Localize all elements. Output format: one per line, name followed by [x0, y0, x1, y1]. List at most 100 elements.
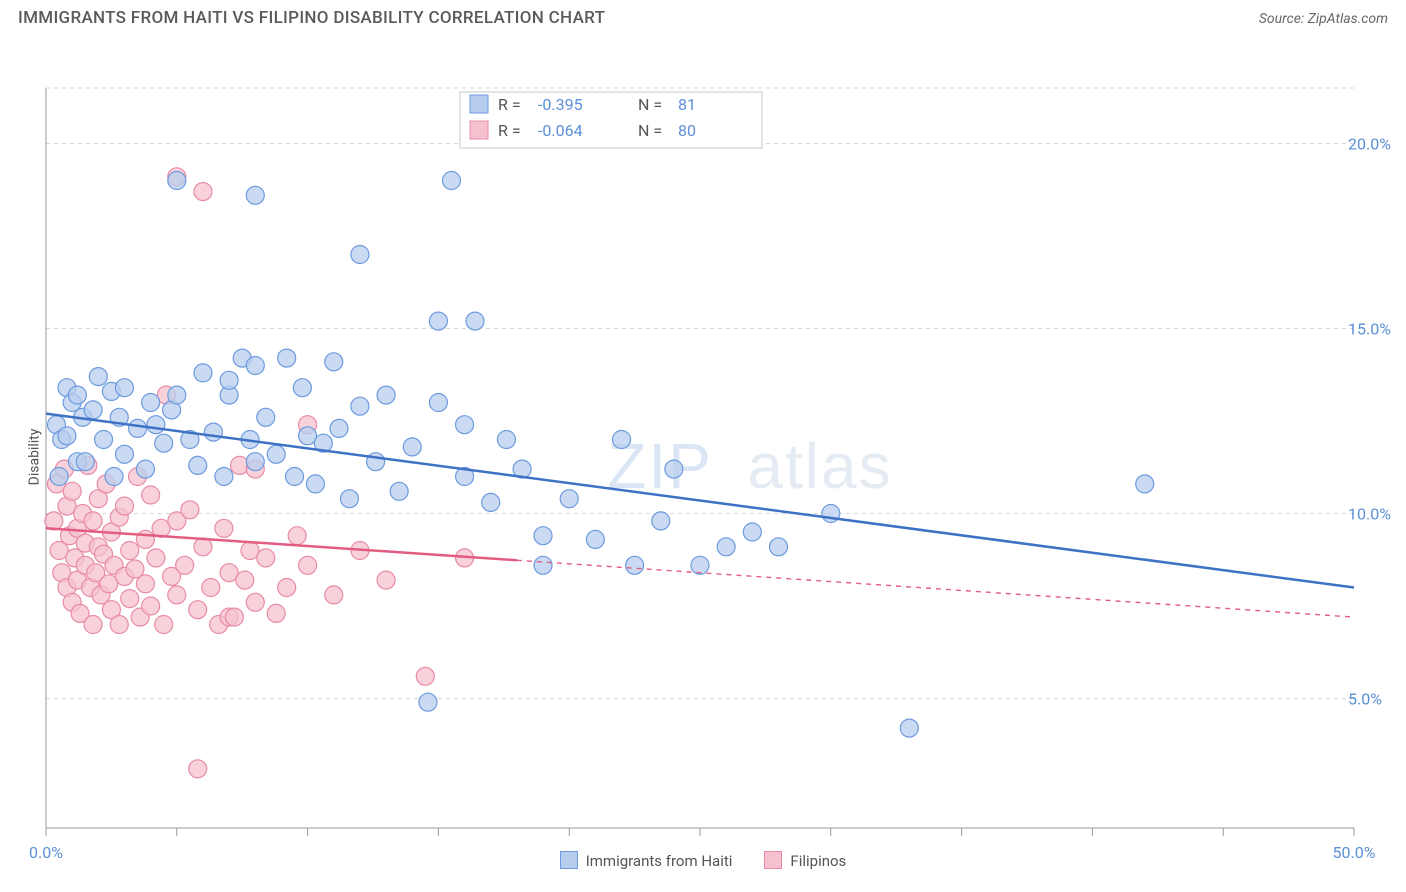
data-point-filipino — [84, 512, 102, 530]
legend-N-label: N = — [638, 95, 662, 114]
data-point-haiti — [482, 493, 500, 511]
data-point-haiti — [246, 186, 264, 204]
y-tick-label: 20.0% — [1348, 135, 1391, 154]
data-point-filipino — [416, 667, 434, 685]
data-point-filipino — [215, 519, 233, 537]
data-point-haiti — [105, 468, 123, 486]
legend-item-filipino: Filipinos — [764, 851, 846, 870]
data-point-haiti — [652, 512, 670, 530]
data-point-filipino — [377, 571, 395, 589]
data-point-haiti — [429, 394, 447, 412]
legend-N-value-filipino: 80 — [678, 121, 696, 140]
data-point-filipino — [236, 571, 254, 589]
data-point-filipino — [288, 527, 306, 545]
source-label: Source: — [1259, 11, 1308, 27]
data-point-filipino — [168, 586, 186, 604]
data-point-haiti — [1136, 475, 1154, 493]
legend-swatch-haiti — [560, 851, 578, 869]
y-axis-label: Disability — [26, 429, 42, 486]
data-point-haiti — [442, 172, 460, 190]
data-point-filipino — [257, 549, 275, 567]
data-point-haiti — [390, 482, 408, 500]
data-point-haiti — [168, 172, 186, 190]
legend-N-value-haiti: 81 — [678, 95, 696, 114]
data-point-haiti — [115, 379, 133, 397]
data-point-haiti — [129, 419, 147, 437]
data-point-filipino — [142, 486, 160, 504]
trendline-filipino — [46, 528, 517, 560]
data-point-haiti — [743, 523, 761, 541]
data-point-filipino — [155, 616, 173, 634]
data-point-haiti — [330, 419, 348, 437]
legend-N-label: N = — [638, 121, 662, 140]
data-point-haiti — [717, 538, 735, 556]
data-point-haiti — [267, 445, 285, 463]
data-point-filipino — [136, 575, 154, 593]
data-point-haiti — [89, 368, 107, 386]
data-point-haiti — [220, 371, 238, 389]
data-point-haiti — [246, 453, 264, 471]
source-name: ZipAtlas.com — [1308, 11, 1388, 27]
data-point-filipino — [278, 579, 296, 597]
data-point-haiti — [586, 530, 604, 548]
data-point-haiti — [466, 312, 484, 330]
chart-title: IMMIGRANTS FROM HAITI VS FILIPINO DISABI… — [18, 8, 605, 28]
data-point-haiti — [204, 423, 222, 441]
data-point-haiti — [534, 556, 552, 574]
data-point-filipino — [189, 601, 207, 619]
data-point-haiti — [306, 475, 324, 493]
data-point-haiti — [691, 556, 709, 574]
data-point-haiti — [351, 397, 369, 415]
data-point-filipino — [63, 482, 81, 500]
data-point-filipino — [136, 530, 154, 548]
data-point-haiti — [534, 527, 552, 545]
data-point-filipino — [142, 597, 160, 615]
data-point-haiti — [84, 401, 102, 419]
data-point-filipino — [189, 760, 207, 778]
data-point-haiti — [403, 438, 421, 456]
data-point-haiti — [419, 693, 437, 711]
data-point-haiti — [50, 468, 68, 486]
data-point-haiti — [76, 453, 94, 471]
watermark: atlas — [747, 430, 892, 502]
data-point-haiti — [900, 719, 918, 737]
data-point-haiti — [560, 490, 578, 508]
data-point-haiti — [194, 364, 212, 382]
data-point-filipino — [181, 501, 199, 519]
series-legend: Immigrants from HaitiFilipinos — [0, 851, 1406, 870]
scatter-plot: 5.0%10.0%15.0%20.0%0.0%50.0%ZIPatlasR =-… — [0, 32, 1406, 882]
title-bar: IMMIGRANTS FROM HAITI VS FILIPINO DISABI… — [0, 0, 1406, 32]
data-point-haiti — [429, 312, 447, 330]
data-point-haiti — [626, 556, 644, 574]
data-point-filipino — [121, 590, 139, 608]
data-point-filipino — [267, 604, 285, 622]
data-point-haiti — [155, 434, 173, 452]
data-point-filipino — [325, 586, 343, 604]
data-point-haiti — [136, 460, 154, 478]
data-point-haiti — [613, 431, 631, 449]
data-point-filipino — [121, 542, 139, 560]
data-point-filipino — [176, 556, 194, 574]
data-point-filipino — [115, 497, 133, 515]
data-point-filipino — [110, 616, 128, 634]
legend-swatch-haiti — [470, 95, 488, 113]
data-point-haiti — [58, 427, 76, 445]
data-point-filipino — [84, 616, 102, 634]
source: Source: ZipAtlas.com — [1259, 8, 1388, 27]
data-point-haiti — [147, 416, 165, 434]
data-point-haiti — [215, 468, 233, 486]
y-tick-label: 5.0% — [1348, 690, 1382, 709]
y-tick-label: 15.0% — [1348, 320, 1391, 339]
data-point-haiti — [665, 460, 683, 478]
legend-R-label: R = — [498, 121, 521, 140]
data-point-haiti — [293, 379, 311, 397]
data-point-haiti — [95, 431, 113, 449]
data-point-filipino — [194, 183, 212, 201]
data-point-haiti — [769, 538, 787, 556]
data-point-filipino — [299, 556, 317, 574]
data-point-filipino — [202, 579, 220, 597]
data-point-filipino — [225, 608, 243, 626]
legend-label-filipino: Filipinos — [790, 852, 846, 870]
chart-area: Disability 5.0%10.0%15.0%20.0%0.0%50.0%Z… — [0, 32, 1406, 882]
data-point-haiti — [340, 490, 358, 508]
